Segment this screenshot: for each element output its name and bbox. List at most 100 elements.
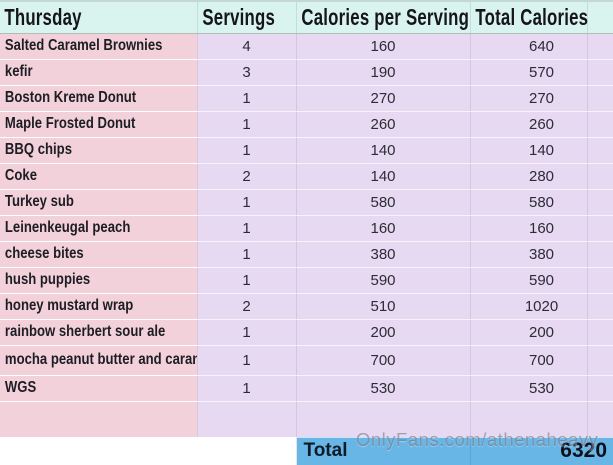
- header-label: Total Calories: [474, 3, 588, 30]
- header-cell-calories-per-serving[interactable]: Calories per Serving: [296, 1, 471, 34]
- cell-spacer[interactable]: [587, 111, 613, 138]
- header-label: Calories per Serving: [300, 3, 469, 30]
- cell-servings[interactable]: 1: [197, 85, 297, 112]
- cell-calories-per-serving[interactable]: 190: [296, 59, 471, 86]
- cell-item[interactable]: mocha peanut butter and caran: [0, 345, 198, 376]
- item-label: Turkey sub: [4, 193, 74, 210]
- cell-spacer[interactable]: [587, 267, 613, 294]
- empty-row: [0, 401, 613, 438]
- header-row: Thursday Servings Calories per Serving T…: [0, 1, 613, 34]
- cell-spacer[interactable]: [587, 189, 613, 216]
- cell-item[interactable]: cheese bites: [0, 241, 198, 268]
- cell-calories-per-serving[interactable]: 380: [296, 241, 471, 268]
- cell-item[interactable]: Boston Kreme Donut: [0, 85, 198, 112]
- cell-servings[interactable]: 1: [197, 267, 297, 294]
- cell-total-calories[interactable]: 200: [470, 319, 588, 346]
- total-row-blank-cell[interactable]: [0, 436, 297, 465]
- cell-spacer[interactable]: [587, 85, 613, 112]
- cell-calories-per-serving[interactable]: 160: [296, 215, 471, 242]
- cell-calories-per-serving[interactable]: 260: [296, 111, 471, 138]
- cell-item[interactable]: honey mustard wrap: [0, 293, 198, 320]
- cell-servings[interactable]: 1: [197, 345, 297, 376]
- cell-total-calories[interactable]: 380: [470, 241, 588, 268]
- cell-servings[interactable]: 2: [197, 293, 297, 320]
- cell-servings[interactable]: 4: [197, 33, 297, 60]
- item-label: cheese bites: [4, 245, 84, 262]
- cell-calories-per-serving[interactable]: 140: [296, 163, 471, 190]
- table-row: hush puppies 1 590 590: [0, 267, 613, 294]
- cell-item[interactable]: Maple Frosted Donut: [0, 111, 198, 138]
- item-label: WGS: [4, 379, 37, 396]
- cell-total-calories[interactable]: 270: [470, 85, 588, 112]
- cell-servings[interactable]: 1: [197, 137, 297, 164]
- cell-item[interactable]: kefir: [0, 59, 198, 86]
- cell-servings[interactable]: 3: [197, 59, 297, 86]
- item-label: Boston Kreme Donut: [4, 89, 137, 106]
- cell-spacer[interactable]: [587, 401, 613, 438]
- cell-total-calories[interactable]: 260: [470, 111, 588, 138]
- cell-spacer[interactable]: [587, 137, 613, 164]
- cell-calories-per-serving[interactable]: 580: [296, 189, 471, 216]
- header-cell-servings[interactable]: Servings: [197, 1, 297, 34]
- cell-spacer[interactable]: [587, 163, 613, 190]
- cell-total-calories[interactable]: [470, 401, 588, 438]
- item-label: kefir: [4, 63, 33, 80]
- cell-calories-per-serving[interactable]: 510: [296, 293, 471, 320]
- cell-item[interactable]: Turkey sub: [0, 189, 198, 216]
- table-row: kefir 3 190 570: [0, 59, 613, 86]
- cell-item[interactable]: Leinenkeugal peach: [0, 215, 198, 242]
- cell-spacer[interactable]: [587, 215, 613, 242]
- cell-servings[interactable]: 2: [197, 163, 297, 190]
- cell-spacer[interactable]: [587, 241, 613, 268]
- cell-spacer[interactable]: [587, 375, 613, 402]
- header-cell-spacer[interactable]: [587, 1, 613, 34]
- cell-servings[interactable]: 1: [197, 215, 297, 242]
- cell-total-calories[interactable]: 580: [470, 189, 588, 216]
- table-row: Coke 2 140 280: [0, 163, 613, 190]
- cell-total-calories[interactable]: 160: [470, 215, 588, 242]
- total-value-cell[interactable]: 6320: [470, 436, 613, 465]
- cell-total-calories[interactable]: 530: [470, 375, 588, 402]
- header-cell-total-calories[interactable]: Total Calories: [470, 1, 588, 34]
- cell-servings[interactable]: 1: [197, 111, 297, 138]
- cell-total-calories[interactable]: 140: [470, 137, 588, 164]
- item-label: Maple Frosted Donut: [4, 115, 136, 132]
- header-cell-thursday[interactable]: Thursday: [0, 1, 198, 34]
- cell-calories-per-serving[interactable]: 590: [296, 267, 471, 294]
- cell-spacer[interactable]: [587, 319, 613, 346]
- cell-servings[interactable]: 1: [197, 241, 297, 268]
- cell-spacer[interactable]: [587, 345, 613, 376]
- cell-spacer[interactable]: [587, 59, 613, 86]
- cell-total-calories[interactable]: 640: [470, 33, 588, 60]
- cell-servings[interactable]: 1: [197, 319, 297, 346]
- cell-item[interactable]: Salted Caramel Brownies: [0, 33, 198, 60]
- cell-calories-per-serving[interactable]: 530: [296, 375, 471, 402]
- cell-total-calories[interactable]: 570: [470, 59, 588, 86]
- cell-spacer[interactable]: [587, 293, 613, 320]
- cell-spacer[interactable]: [587, 33, 613, 60]
- total-label-cell[interactable]: Total: [296, 436, 471, 465]
- header-label: Servings: [201, 3, 275, 30]
- cell-calories-per-serving[interactable]: 270: [296, 85, 471, 112]
- cell-servings[interactable]: 1: [197, 375, 297, 402]
- cell-calories-per-serving[interactable]: 160: [296, 33, 471, 60]
- cell-total-calories[interactable]: 700: [470, 345, 588, 376]
- cell-item[interactable]: rainbow sherbert sour ale: [0, 319, 198, 346]
- cell-item[interactable]: WGS: [0, 375, 198, 402]
- cell-calories-per-serving[interactable]: 700: [296, 345, 471, 376]
- cell-total-calories[interactable]: 280: [470, 163, 588, 190]
- cell-item[interactable]: [0, 401, 198, 438]
- cell-calories-per-serving[interactable]: [296, 401, 471, 438]
- cell-calories-per-serving[interactable]: 200: [296, 319, 471, 346]
- cell-total-calories[interactable]: 1020: [470, 293, 588, 320]
- table-row: Boston Kreme Donut 1 270 270: [0, 85, 613, 112]
- cell-item[interactable]: Coke: [0, 163, 198, 190]
- cell-calories-per-serving[interactable]: 140: [296, 137, 471, 164]
- cell-total-calories[interactable]: 590: [470, 267, 588, 294]
- cell-item[interactable]: BBQ chips: [0, 137, 198, 164]
- table-row: Salted Caramel Brownies 4 160 640: [0, 33, 613, 60]
- cell-servings[interactable]: 1: [197, 189, 297, 216]
- cell-servings[interactable]: [197, 401, 297, 438]
- cell-item[interactable]: hush puppies: [0, 267, 198, 294]
